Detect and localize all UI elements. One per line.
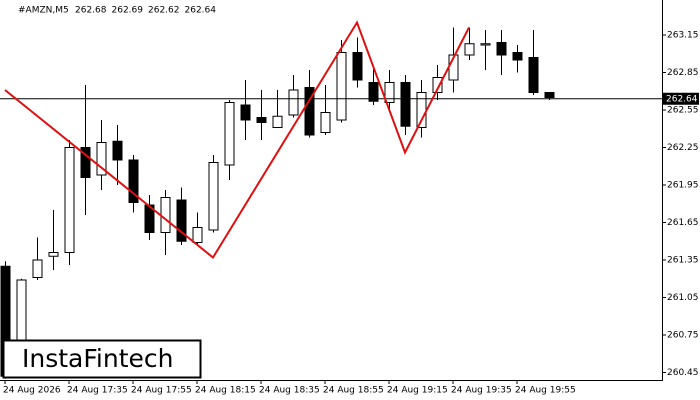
- candle-body: [240, 104, 251, 121]
- candle-body: [224, 102, 235, 166]
- candle-body: [64, 147, 75, 253]
- candle-body: [368, 82, 379, 102]
- candle-body: [256, 117, 267, 123]
- header-value: 262.62: [148, 6, 180, 16]
- x-tick-label: 24 Aug 19:55: [515, 386, 576, 396]
- y-tick-label: 261.65: [667, 218, 699, 228]
- candle-body: [320, 112, 331, 133]
- candle-body: [528, 57, 539, 93]
- candle-body: [464, 43, 475, 56]
- candle-body: [496, 42, 507, 56]
- watermark: InstaFintech: [22, 344, 174, 373]
- candle-body: [480, 43, 491, 46]
- header: #AMZN,M5: [18, 6, 69, 16]
- candle-body: [160, 197, 171, 233]
- y-tick-label: 262.25: [667, 143, 699, 153]
- x-tick-label: 24 Aug 17:35: [67, 386, 128, 396]
- y-tick-label: 261.95: [667, 181, 699, 191]
- candle-body: [208, 162, 219, 231]
- candle-body: [144, 204, 155, 233]
- candle-body: [288, 89, 299, 116]
- symbol: #AMZN,M5: [18, 6, 69, 16]
- header-value: 262.64: [185, 6, 217, 16]
- y-tick-label: 260.75: [667, 331, 699, 341]
- candle-body: [112, 140, 123, 161]
- x-tick-label: 24 Aug 2026: [3, 386, 61, 396]
- y-tick-label: 262.85: [667, 68, 699, 78]
- candle-body: [272, 115, 283, 128]
- x-tick-label: 24 Aug 19:15: [387, 386, 448, 396]
- x-tick-label: 24 Aug 18:15: [195, 386, 256, 396]
- candle-body: [432, 77, 443, 93]
- header-value: 262.68: [75, 6, 107, 16]
- candle-body: [384, 82, 395, 103]
- candle-body: [352, 52, 363, 81]
- x-tick-label: 24 Aug 18:35: [259, 386, 320, 396]
- header-value: 262.69: [112, 6, 144, 16]
- x-tick-label: 24 Aug 17:55: [131, 386, 192, 396]
- candle-body: [304, 87, 315, 136]
- candle-body: [192, 227, 203, 243]
- candle-body: [80, 147, 91, 178]
- candle-body: [32, 259, 43, 278]
- candle-body: [336, 52, 347, 121]
- candle-body: [96, 142, 107, 176]
- y-tick-label: 263.15: [667, 31, 699, 41]
- current-price-box: [663, 92, 699, 105]
- candle-body: [544, 92, 555, 98]
- candle-body: [128, 159, 139, 203]
- y-tick-label: 262.55: [667, 106, 699, 116]
- y-tick-label: 261.35: [667, 256, 699, 266]
- candle-body: [16, 279, 27, 341]
- x-tick-label: 24 Aug 18:55: [323, 386, 384, 396]
- y-tick-label: 260.45: [667, 368, 699, 378]
- x-tick-label: 24 Aug 19:35: [451, 386, 512, 396]
- candle-body: [400, 82, 411, 127]
- pattern-line: [4, 20, 470, 259]
- candle-body: [176, 199, 187, 242]
- current-price-label: 262.64: [666, 94, 698, 104]
- watermark-box: [2, 339, 202, 379]
- y-tick-label: 261.05: [667, 293, 699, 303]
- candle-body: [512, 52, 523, 61]
- candle-body: [48, 252, 59, 257]
